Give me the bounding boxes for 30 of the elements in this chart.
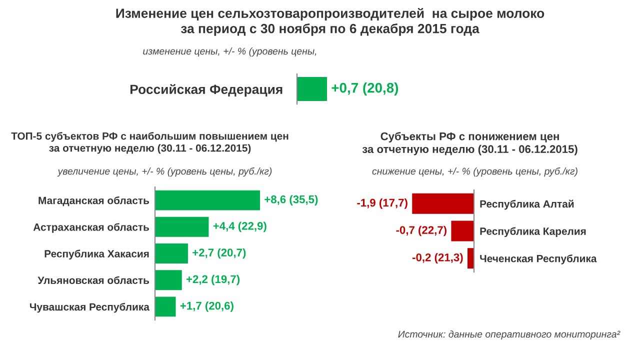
bar bbox=[155, 190, 260, 210]
y-tick-label: Республика Алтай bbox=[480, 200, 574, 210]
bar bbox=[155, 216, 209, 237]
y-tick-label: Ульяновская область bbox=[38, 276, 150, 284]
data-label: +2,2 (19,7) bbox=[186, 274, 240, 286]
chart-title: Изменение цен сельхозтоваропроизводителей на сырое молоко за период с 30 ноября по 6 декабря 2015 года bbox=[116, 8, 544, 36]
data-label: +8,6 (35,5) bbox=[264, 195, 318, 206]
data-label: +1,7 (20,6) bbox=[180, 302, 234, 312]
data-label: +2,7 (20,7) bbox=[192, 248, 246, 259]
y-tick-label: Российская Федерация bbox=[130, 84, 282, 97]
chart-subtitle: увеличение цены, +/- % (уровень цены, руб./кг) bbox=[57, 167, 272, 177]
y-tick-label: Чувашская Республика bbox=[30, 302, 150, 313]
text: Источник: данные оперативного мониторинга² bbox=[398, 330, 620, 340]
y-tick-label: Республика Хакасия bbox=[44, 250, 149, 260]
y-tick-label: Астраханская область bbox=[33, 223, 150, 233]
y-tick-label: Чеченская Республика bbox=[480, 254, 597, 264]
data-label: +0,7 (20,8) bbox=[332, 82, 398, 96]
data-label: +4,4 (22,9) bbox=[213, 222, 266, 232]
chart-subtitle: снижение цены, +/- % (уровень цены, руб./кг) bbox=[372, 167, 578, 177]
data-label: -1,9 (17,7) bbox=[357, 198, 408, 209]
data-label: -0,7 (22,7) bbox=[396, 226, 446, 236]
y-tick-label: Республика Карелия bbox=[480, 227, 586, 237]
chart-title: Субъекты РФ с понижением цен за отчетную неделю (30.11 - 06.12.2015) bbox=[362, 132, 578, 156]
bar bbox=[155, 270, 182, 290]
bar bbox=[155, 296, 176, 317]
bar bbox=[155, 244, 188, 264]
chart-subtitle: изменение цены, +/- % (уровень цены, bbox=[143, 47, 316, 57]
y-tick-label: Магаданская область bbox=[38, 196, 150, 206]
chart-title: ТОП-5 субъектов РФ с наибольшим повышением цен за отчетную неделю (30.11 - 06.12.2015) bbox=[11, 132, 288, 154]
data-label: -0,2 (21,3) bbox=[412, 253, 463, 264]
